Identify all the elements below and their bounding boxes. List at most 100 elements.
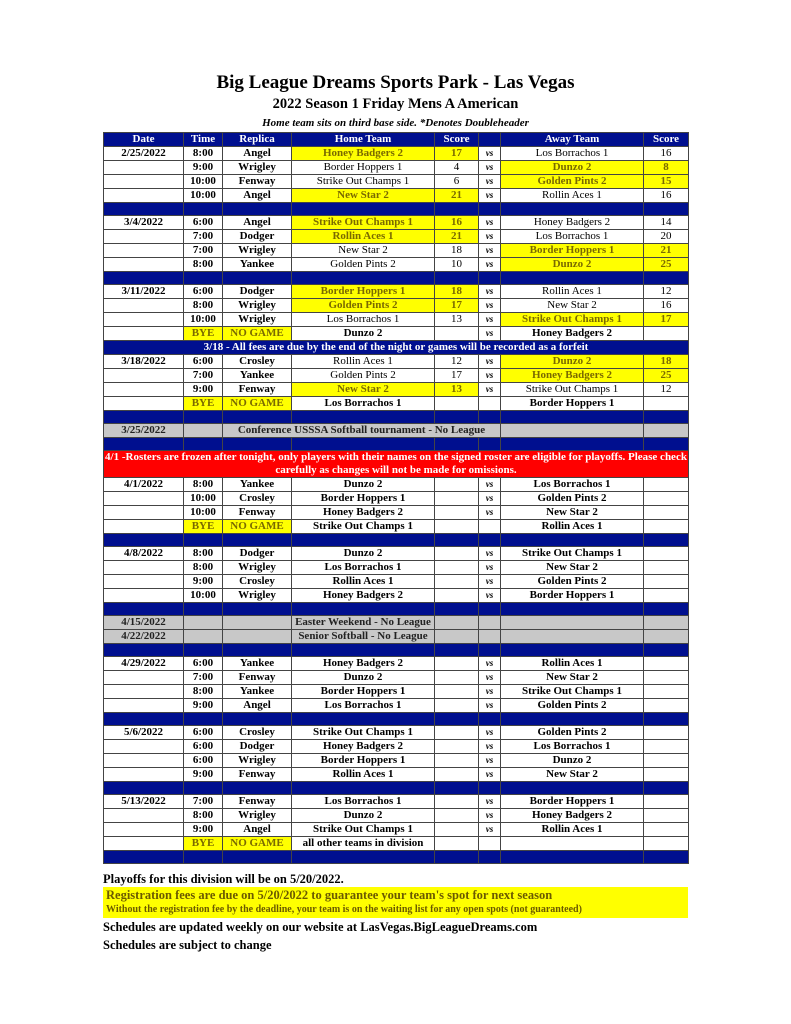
game-row: 7:00 Fenway Dunzo 2 vs New Star 2 xyxy=(103,670,689,685)
away-score: 16 xyxy=(643,146,689,161)
away-score xyxy=(643,588,689,603)
separator-cell xyxy=(643,643,689,657)
separator-cell xyxy=(222,437,292,451)
separator-cell xyxy=(222,643,292,657)
game-row: 9:00 Fenway Rollin Aces 1 vs New Star 2 xyxy=(103,767,689,782)
time-cell: 9:00 xyxy=(183,822,223,837)
away-team: Rollin Aces 1 xyxy=(500,822,644,837)
table-header-row: Date Time Replica Home Team Score Away T… xyxy=(103,132,689,147)
home-score xyxy=(434,560,479,575)
away-team: Dunzo 2 xyxy=(500,753,644,768)
home-team: Golden Pints 2 xyxy=(291,368,435,383)
home-score xyxy=(434,588,479,603)
away-cell xyxy=(500,423,644,438)
replica-field: Crosley xyxy=(222,725,292,740)
separator-cell xyxy=(643,437,689,451)
away-team: Border Hoppers 1 xyxy=(500,588,644,603)
vs-label: vs xyxy=(478,368,501,383)
separator-cell xyxy=(500,781,644,795)
vs-label: vs xyxy=(478,326,501,341)
separator-cell xyxy=(103,533,184,547)
separator-cell xyxy=(103,602,184,616)
away-team: Strike Out Champs 1 xyxy=(500,546,644,561)
replica-field: Wrigley xyxy=(222,243,292,258)
home-score xyxy=(434,326,479,341)
date-cell xyxy=(103,574,184,589)
header-note: Home team sits on third base side. *Deno… xyxy=(262,117,529,129)
date-cell: 4/1/2022 xyxy=(103,477,184,492)
separator-cell xyxy=(183,850,223,864)
away-score: 16 xyxy=(643,298,689,313)
home-team: Los Borrachos 1 xyxy=(291,794,435,809)
separator-cell xyxy=(500,850,644,864)
vs-label: vs xyxy=(478,215,501,230)
home-team: Border Hoppers 1 xyxy=(291,284,435,299)
registration-note: Registration fees are due on 5/20/2022 t… xyxy=(106,888,553,902)
separator-cell xyxy=(500,602,644,616)
separator-row xyxy=(103,643,689,657)
replica-field: Angel xyxy=(222,215,292,230)
no-league-row: 3/25/2022 Conference USSSA Softball tourn… xyxy=(103,423,689,438)
away-score xyxy=(643,560,689,575)
game-row: 6:00 Dodger Honey Badgers 2 vs Los Borrachos… xyxy=(103,739,689,754)
date-cell: 2/25/2022 xyxy=(103,146,184,161)
home-score xyxy=(434,505,479,520)
time-cell: 7:00 xyxy=(183,794,223,809)
date-cell xyxy=(103,243,184,258)
time-cell: 10:00 xyxy=(183,188,223,203)
separator-cell xyxy=(434,643,479,657)
home-team: Rollin Aces 1 xyxy=(291,767,435,782)
vs-label: vs xyxy=(478,725,501,740)
time-cell: 10:00 xyxy=(183,174,223,189)
date-cell xyxy=(103,396,184,411)
no-league-text: Senior Softball - No League xyxy=(291,629,435,644)
separator-cell xyxy=(500,271,644,285)
away-team: Strike Out Champs 1 xyxy=(500,382,644,397)
time-cell: 8:00 xyxy=(183,298,223,313)
separator-cell xyxy=(478,602,501,616)
time-cell: 6:00 xyxy=(183,284,223,299)
away-score xyxy=(643,808,689,823)
no-league-row: 4/15/2022 Easter Weekend - No League xyxy=(103,615,689,630)
date-cell xyxy=(103,684,184,699)
separator-cell xyxy=(183,202,223,216)
date-cell xyxy=(103,739,184,754)
away-team: Los Borrachos 1 xyxy=(500,477,644,492)
date-cell xyxy=(103,382,184,397)
home-team: all other teams in division xyxy=(291,836,435,851)
home-team: Dunzo 2 xyxy=(291,670,435,685)
away-team: New Star 2 xyxy=(500,298,644,313)
home-score xyxy=(434,546,479,561)
time-cell: 9:00 xyxy=(183,574,223,589)
bye-row: BYE NO GAME Dunzo 2 vs Honey Badgers 2 xyxy=(103,326,689,341)
separator-cell xyxy=(222,781,292,795)
replica-field: Yankee xyxy=(222,257,292,272)
away-team: Honey Badgers 2 xyxy=(500,808,644,823)
separator-cell xyxy=(500,410,644,424)
separator-cell xyxy=(478,712,501,726)
replica-cell xyxy=(222,629,292,644)
separator-row xyxy=(103,437,689,451)
separator-cell xyxy=(291,781,435,795)
away-score xyxy=(643,753,689,768)
date-cell xyxy=(103,588,184,603)
separator-cell xyxy=(643,533,689,547)
score-cell xyxy=(643,629,689,644)
date-cell: 5/6/2022 xyxy=(103,725,184,740)
replica-field: Angel xyxy=(222,822,292,837)
col-away-team: Away Team xyxy=(500,132,644,147)
vs-label: vs xyxy=(478,505,501,520)
vs-label: vs xyxy=(478,794,501,809)
separator-cell xyxy=(434,437,479,451)
away-team: New Star 2 xyxy=(500,505,644,520)
replica-field: Wrigley xyxy=(222,588,292,603)
bye-label: BYE xyxy=(183,396,223,411)
replica-field: Dodger xyxy=(222,739,292,754)
score-cell xyxy=(434,615,479,630)
replica-cell xyxy=(222,615,292,630)
col-date: Date xyxy=(103,132,184,147)
away-team: Golden Pints 2 xyxy=(500,491,644,506)
away-score xyxy=(643,767,689,782)
game-row: 9:00 Crosley Rollin Aces 1 vs Golden Pints 2 xyxy=(103,574,689,589)
